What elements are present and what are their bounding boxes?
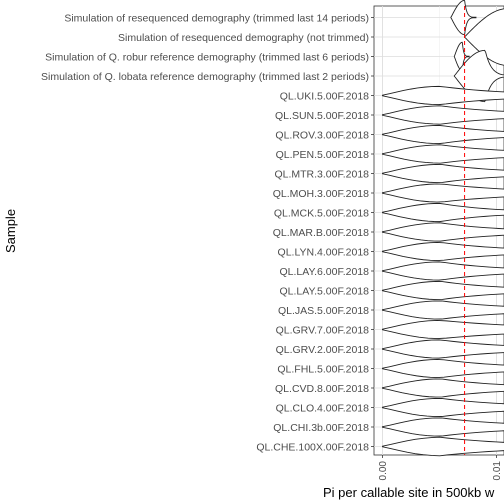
violin-18 — [382, 358, 504, 379]
y-tick-label: QL.CVD.8.00F.2018 — [275, 383, 369, 395]
y-tick-label: QL.CLO.4.00F.2018 — [276, 402, 370, 414]
y-tick-label: Simulation of Q. lobata reference demogr… — [41, 71, 369, 83]
y-tick-label: QL.SUN.5.00F.2018 — [275, 110, 369, 122]
violin-7 — [382, 144, 504, 164]
y-tick-label: QL.CHE.100X.00F.2018 — [256, 441, 369, 453]
violin-21 — [382, 417, 504, 437]
y-tick-label: QL.CHI.3b.00F.2018 — [273, 422, 369, 434]
violin-15 — [382, 300, 504, 320]
violin-19 — [382, 378, 504, 398]
violin-2 — [453, 41, 470, 72]
x-tick-label: 0.01 — [492, 461, 503, 481]
y-tick-label: Simulation of resequenced demography (no… — [118, 32, 369, 44]
y-tick-label: QL.MTR.3.00F.2018 — [274, 168, 369, 180]
y-tick-label: Simulation of resequenced demography (tr… — [64, 12, 369, 24]
y-tick-label: QL.UKI.5.00F.2018 — [280, 90, 369, 102]
y-tick-label: QL.LAY.6.00F.2018 — [279, 266, 369, 278]
violin-4 — [382, 85, 504, 106]
violin-16 — [382, 319, 504, 340]
violin-10 — [382, 202, 504, 223]
violin-0 — [450, 0, 477, 36]
y-tick-label: QL.FHL.5.00F.2018 — [277, 363, 369, 375]
y-tick-label: QL.LAY.5.00F.2018 — [279, 285, 369, 297]
y-tick-label: QL.JAS.5.00F.2018 — [278, 305, 369, 317]
y-tick-label: Simulation of Q. robur reference demogra… — [45, 51, 369, 63]
y-tick-labels: Simulation of resequenced demography (tr… — [41, 12, 374, 453]
y-axis-title: Sample — [3, 209, 18, 253]
y-tick-label: QL.GRV.2.00F.2018 — [276, 344, 370, 356]
violin-17 — [382, 339, 504, 359]
y-tick-label: QL.ROV.3.00F.2018 — [275, 129, 369, 141]
y-tick-label: QL.GRV.7.00F.2018 — [276, 324, 370, 336]
violin-14 — [382, 280, 504, 301]
violin-9 — [382, 183, 504, 203]
violin-11 — [382, 222, 504, 242]
violin-5 — [382, 105, 504, 125]
y-tick-label: QL.PEN.5.00F.2018 — [276, 149, 370, 161]
violins — [382, 0, 504, 457]
x-tick-labels: 0.000.010.020.030.040.05 — [378, 461, 503, 481]
x-axis-title: Pi per callable site in 500kb w — [323, 485, 495, 500]
violin-22 — [382, 436, 504, 457]
violin-8 — [382, 163, 504, 184]
y-tick-label: QL.LYN.4.00F.2018 — [278, 246, 370, 258]
x-tick-label: 0.00 — [378, 461, 389, 481]
y-tick-label: QL.MOH.3.00F.2018 — [273, 188, 369, 200]
violin-12 — [382, 241, 504, 262]
violin-20 — [382, 398, 504, 417]
y-tick-label: QL.MAR.B.00F.2018 — [273, 227, 369, 239]
y-tick-label: QL.MCK.5.00F.2018 — [274, 207, 369, 219]
